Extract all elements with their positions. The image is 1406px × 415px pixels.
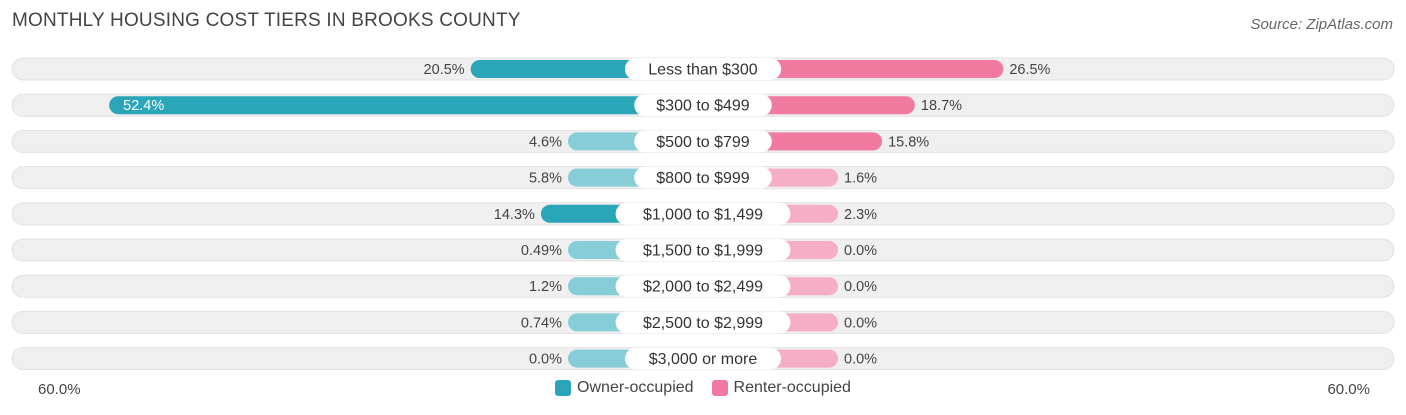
owner-value-label: 4.6%: [529, 134, 562, 150]
legend: Owner-occupied Renter-occupied: [0, 379, 1406, 397]
category-pill: [624, 347, 782, 370]
category-pill: [634, 166, 772, 189]
legend-swatch-renter: [711, 380, 728, 396]
category-pill: [615, 311, 791, 334]
renter-value-label: 15.8%: [888, 134, 929, 150]
owner-value-label: 0.49%: [521, 243, 562, 259]
legend-label-owner: Owner-occupied: [577, 379, 694, 396]
category-label: $500 to $799: [656, 134, 750, 151]
legend-swatch-owner: [555, 380, 572, 396]
owner-value-label: 52.4%: [123, 98, 164, 114]
category-pill: [634, 94, 772, 117]
category-label: $2,500 to $2,999: [643, 315, 763, 332]
chart-area: Less than $300 20.5% 26.5% $300 to $499 52.4…: [11, 57, 1395, 371]
category-pill: [634, 130, 772, 153]
axis-right-label: 60.0%: [1327, 381, 1370, 398]
renter-value-label: 0.0%: [844, 243, 877, 259]
owner-value-label: 0.0%: [529, 352, 562, 368]
chart-title: MONTHLY HOUSING COST TIERS IN BROOKS COU…: [12, 10, 521, 31]
category-label: Less than $300: [648, 62, 758, 79]
owner-value-label: 20.5%: [424, 62, 465, 78]
owner-value-label: 5.8%: [529, 171, 562, 187]
legend-label-renter: Renter-occupied: [733, 379, 851, 396]
owner-value-label: 14.3%: [494, 207, 535, 223]
category-pill: [615, 239, 791, 261]
owner-value-label: 0.74%: [521, 315, 562, 331]
renter-value-label: 0.0%: [844, 279, 877, 295]
renter-value-label: 26.5%: [1009, 62, 1050, 78]
legend-item-owner[interactable]: Owner-occupied: [555, 379, 694, 397]
category-label: $800 to $999: [656, 170, 750, 187]
renter-value-label: 1.6%: [844, 171, 877, 187]
renter-value-label: 2.3%: [844, 207, 877, 223]
category-pill: [615, 202, 791, 225]
renter-value-label: 0.0%: [844, 315, 877, 331]
category-label: $1,500 to $1,999: [643, 243, 763, 260]
category-label: $1,000 to $1,499: [643, 206, 763, 223]
legend-item-renter[interactable]: Renter-occupied: [711, 379, 851, 397]
owner-bar: [109, 96, 704, 115]
category-label: $2,000 to $2,499: [643, 279, 763, 296]
axis-left-label: 60.0%: [38, 381, 81, 398]
renter-value-label: 18.7%: [921, 98, 962, 114]
category-label: $3,000 or more: [649, 351, 758, 368]
renter-value-label: 0.0%: [844, 352, 877, 368]
category-pill: [624, 58, 782, 80]
owner-value-label: 1.2%: [529, 279, 562, 295]
category-pill: [615, 275, 791, 298]
source-label: Source: ZipAtlas.com: [1250, 16, 1393, 33]
category-label: $300 to $499: [656, 98, 750, 115]
